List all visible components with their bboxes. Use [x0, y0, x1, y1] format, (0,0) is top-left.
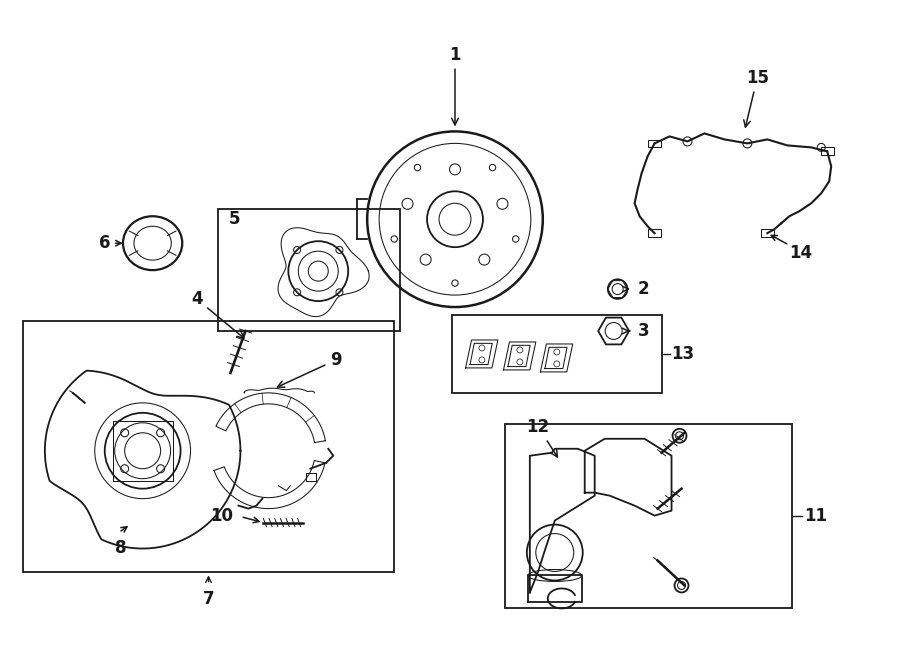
Text: 12: 12 — [526, 418, 557, 457]
Text: 3: 3 — [637, 322, 649, 340]
Bar — [306, 473, 316, 481]
Text: 4: 4 — [191, 290, 244, 338]
Bar — [452, 315, 662, 393]
Text: 7: 7 — [202, 590, 214, 609]
Text: 14: 14 — [789, 244, 813, 262]
Bar — [505, 424, 792, 608]
Text: 13: 13 — [671, 345, 695, 363]
Text: 10: 10 — [211, 506, 233, 525]
Text: 9: 9 — [277, 351, 342, 387]
Text: 8: 8 — [115, 539, 126, 557]
Bar — [22, 321, 394, 572]
Bar — [648, 139, 662, 147]
Text: 15: 15 — [743, 69, 769, 127]
Text: 2: 2 — [637, 280, 649, 298]
Text: 11: 11 — [805, 507, 827, 525]
Text: 1: 1 — [449, 46, 461, 125]
Bar — [760, 229, 774, 237]
Text: 6: 6 — [99, 234, 111, 253]
Bar — [219, 210, 400, 331]
Bar — [821, 147, 833, 155]
Bar — [648, 229, 662, 237]
Text: 5: 5 — [229, 210, 240, 228]
